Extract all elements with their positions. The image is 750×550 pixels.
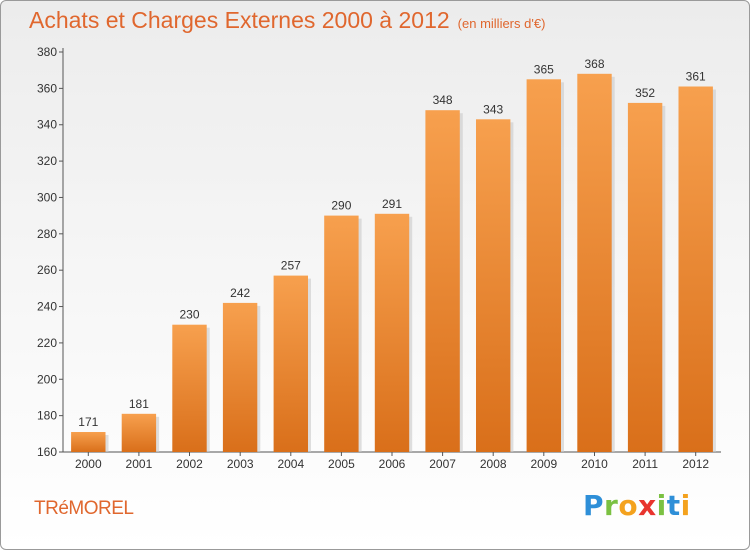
x-axis: 2000 2001 2002 2003 2004 2005 2006 2007 2008 2009… <box>75 452 709 471</box>
y-tick-label: 320 <box>37 154 57 168</box>
y-axis: 160 180 200 220 240 260 280 300 320 340 360 380 <box>37 45 721 459</box>
bar <box>71 432 106 452</box>
bar <box>678 86 713 452</box>
bar <box>425 110 460 452</box>
value-label: 352 <box>635 86 655 100</box>
y-tick-label: 280 <box>37 227 57 241</box>
y-tick-label: 380 <box>37 45 57 59</box>
x-tick-label: 2010 <box>581 457 608 471</box>
bars <box>71 73 716 453</box>
value-label: 290 <box>331 199 351 213</box>
bar <box>222 302 258 452</box>
value-label: 230 <box>179 308 199 322</box>
x-tick-label: 2004 <box>277 457 304 471</box>
y-tick-label: 220 <box>37 336 57 350</box>
value-label: 348 <box>433 93 453 107</box>
y-tick-label: 160 <box>37 445 57 459</box>
bar <box>324 215 359 452</box>
chart-title: Achats et Charges Externes 2000 à 2012 (e… <box>29 7 545 34</box>
y-tick-label: 200 <box>37 372 57 386</box>
value-label: 368 <box>584 57 604 71</box>
value-label: 291 <box>382 197 402 211</box>
logo-letter: r <box>604 489 619 522</box>
y-tick-label: 240 <box>37 300 57 314</box>
chart-subtitle: (en milliers d'€) <box>457 16 546 31</box>
x-tick-label: 2005 <box>328 457 355 471</box>
logo-letter: i <box>680 489 691 522</box>
bar <box>526 79 561 453</box>
value-labels: 171 181 230 242 257 290 291 348 343 365 368 352 361 <box>78 57 706 429</box>
value-label: 365 <box>534 62 554 76</box>
bar <box>627 102 663 453</box>
x-tick-label: 2003 <box>227 457 254 471</box>
proxiti-logo: Proxiti <box>583 489 691 522</box>
bar <box>273 275 308 452</box>
bar <box>374 213 410 452</box>
x-tick-label: 2000 <box>75 457 102 471</box>
bar <box>121 413 157 452</box>
y-tick-label: 300 <box>37 190 57 204</box>
y-tick-label: 180 <box>37 409 57 423</box>
x-tick-label: 2006 <box>379 457 406 471</box>
y-tick-label: 360 <box>37 81 57 95</box>
value-label: 242 <box>230 286 250 300</box>
y-tick-label: 340 <box>37 118 57 132</box>
bar <box>476 119 511 453</box>
x-tick-label: 2008 <box>480 457 507 471</box>
logo-letter: P <box>583 489 605 522</box>
value-label: 181 <box>129 397 149 411</box>
x-tick-label: 2002 <box>176 457 203 471</box>
x-tick-label: 2009 <box>530 457 557 471</box>
y-tick-label: 260 <box>37 263 57 277</box>
bar <box>577 73 612 453</box>
value-label: 171 <box>78 415 98 429</box>
x-tick-label: 2011 <box>632 457 658 471</box>
x-tick-label: 2012 <box>682 457 709 471</box>
logo-letter: t <box>666 489 681 522</box>
value-label: 361 <box>686 70 706 84</box>
x-tick-label: 2007 <box>429 457 456 471</box>
x-tick-label: 2001 <box>126 457 153 471</box>
logo-letter: i <box>656 489 667 522</box>
value-label: 343 <box>483 102 503 116</box>
bar <box>172 324 207 452</box>
chart-title-text: Achats et Charges Externes 2000 à 2012 <box>29 7 450 33</box>
place-name: TRéMOREL <box>34 498 134 519</box>
logo-letter: x <box>638 489 657 522</box>
logo-letter: o <box>618 489 639 522</box>
value-label: 257 <box>281 259 301 273</box>
